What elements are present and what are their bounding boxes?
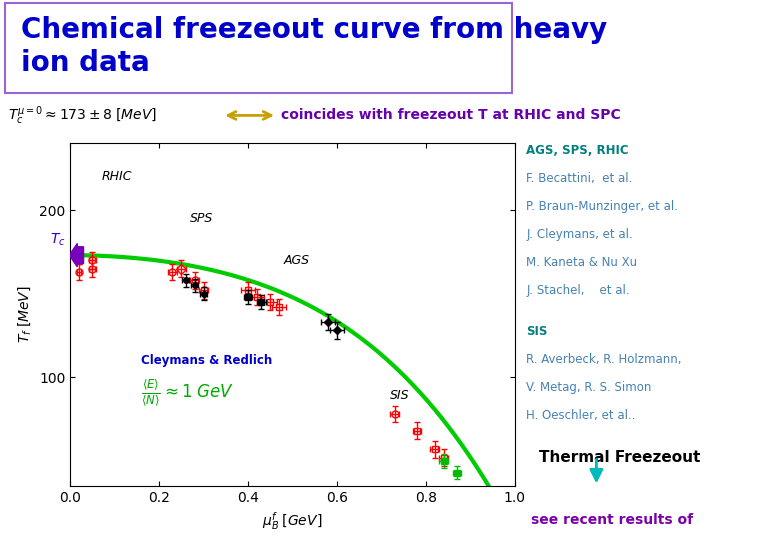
Text: $\frac{\langle E \rangle}{\langle N \rangle} \approx 1 \; GeV$: $\frac{\langle E \rangle}{\langle N \ran… — [141, 377, 234, 408]
Text: F. Becattini,  et al.: F. Becattini, et al. — [526, 172, 633, 185]
Text: AGS, SPS, RHIC: AGS, SPS, RHIC — [526, 144, 629, 157]
Text: J. Stachel,    et al.: J. Stachel, et al. — [526, 284, 630, 296]
Text: $T_c$: $T_c$ — [50, 232, 66, 248]
Text: P. Braun-Munzinger, et al.: P. Braun-Munzinger, et al. — [526, 200, 679, 213]
Y-axis label: $T_f \; [MeV]$: $T_f \; [MeV]$ — [16, 286, 34, 343]
FancyBboxPatch shape — [5, 3, 512, 93]
Text: see recent results of: see recent results of — [531, 512, 693, 526]
Text: H. Oeschler, et al..: H. Oeschler, et al.. — [526, 409, 636, 422]
Text: RHIC: RHIC — [101, 170, 132, 183]
Text: V. Metag, R. S. Simon: V. Metag, R. S. Simon — [526, 381, 652, 394]
Text: SIS: SIS — [390, 389, 410, 402]
Text: AGS: AGS — [284, 254, 310, 267]
Text: Cleymans & Redlich: Cleymans & Redlich — [141, 354, 272, 367]
Text: SPS: SPS — [190, 212, 214, 225]
Text: Thermal Freezeout: Thermal Freezeout — [539, 450, 700, 465]
Text: R. Averbeck, R. Holzmann,: R. Averbeck, R. Holzmann, — [526, 353, 682, 366]
Text: J. Cleymans, et al.: J. Cleymans, et al. — [526, 228, 633, 241]
Text: SIS: SIS — [526, 325, 548, 338]
Text: M. Kaneta & Nu Xu: M. Kaneta & Nu Xu — [526, 255, 637, 269]
Text: coincides with freezeout T at RHIC and SPC: coincides with freezeout T at RHIC and S… — [281, 109, 621, 123]
X-axis label: $\mu_B^f \; [GeV]$: $\mu_B^f \; [GeV]$ — [262, 510, 323, 532]
Text: $T_c^{\mu=0} \approx 173\pm8\;[MeV]$: $T_c^{\mu=0} \approx 173\pm8\;[MeV]$ — [8, 104, 157, 127]
Text: Chemical freezeout curve from heavy
ion data: Chemical freezeout curve from heavy ion … — [21, 16, 607, 77]
FancyArrow shape — [69, 244, 83, 267]
